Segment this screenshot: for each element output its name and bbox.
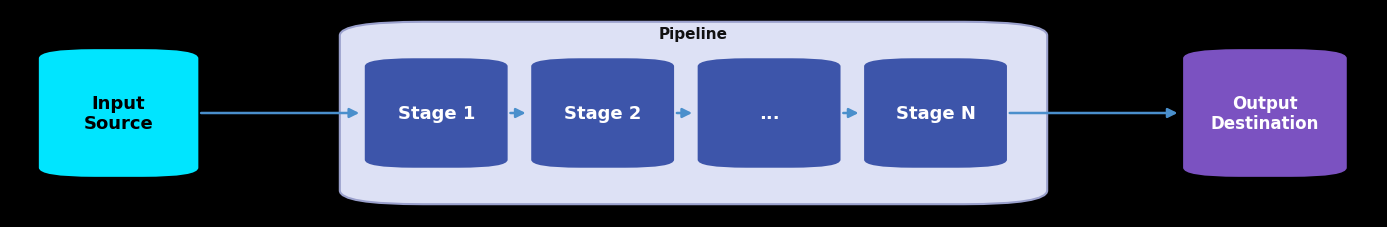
Text: Stage 2: Stage 2 <box>565 105 641 122</box>
FancyBboxPatch shape <box>531 59 674 168</box>
FancyBboxPatch shape <box>340 23 1047 204</box>
Text: Stage 1: Stage 1 <box>398 105 474 122</box>
Text: Input
Source: Input Source <box>83 94 154 133</box>
FancyBboxPatch shape <box>39 50 198 177</box>
FancyBboxPatch shape <box>864 59 1007 168</box>
FancyBboxPatch shape <box>365 59 508 168</box>
FancyBboxPatch shape <box>1183 50 1347 177</box>
Text: Stage N: Stage N <box>896 105 975 122</box>
Text: Pipeline: Pipeline <box>659 27 728 42</box>
Text: Output
Destination: Output Destination <box>1211 94 1319 133</box>
FancyBboxPatch shape <box>698 59 841 168</box>
Text: ...: ... <box>759 105 779 122</box>
